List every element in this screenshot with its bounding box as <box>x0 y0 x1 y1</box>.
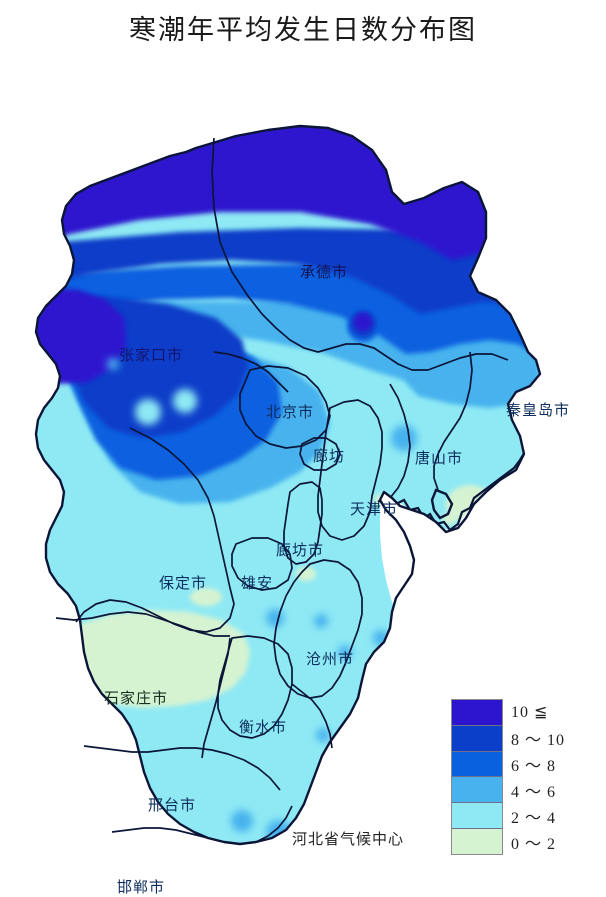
legend-swatch-6-8 <box>452 751 502 778</box>
map-label-handan: 邯郸市 <box>117 880 166 896</box>
legend-label-0-2: 0 ～ 2 <box>511 836 557 853</box>
legend-swatch-4-6 <box>452 777 502 804</box>
legend-label-10-plus: 10 ≦ <box>511 704 549 721</box>
choropleth-bands <box>36 126 540 844</box>
page-title: 寒潮年平均发生日数分布图 <box>129 15 477 45</box>
map-canvas: 承德市 张家口市 北京市 秦皇岛市 廊坊 唐山市 天津市 廊坊市 保定市 雄安 … <box>0 52 606 896</box>
legend-label-4-6: 4 ～ 6 <box>511 784 557 801</box>
prefecture-boundaries <box>55 137 509 845</box>
legend-label-list: 10 ≦ 8 ～ 10 6 ～ 8 4 ～ 6 2 ～ 4 0 ～ 2 <box>511 699 596 855</box>
legend-colorbar <box>451 699 503 855</box>
coastline <box>430 488 454 520</box>
legend-label-2-4: 2 ～ 4 <box>511 810 557 827</box>
attribution-text: 河北省气候中心 <box>292 832 405 848</box>
province-outline <box>34 124 542 846</box>
legend-swatch-0-2 <box>452 829 502 854</box>
legend-swatch-10-plus <box>452 700 502 726</box>
legend-label-8-10: 8 ～ 10 <box>511 732 566 749</box>
legend-swatch-8-10 <box>452 725 502 752</box>
hebei-choropleth-svg <box>34 124 542 846</box>
legend-swatch-2-4 <box>452 803 502 830</box>
legend-label-6-8: 6 ～ 8 <box>511 758 557 775</box>
legend: 10 ≦ 8 ～ 10 6 ～ 8 4 ～ 6 2 ～ 4 0 ～ 2 <box>451 699 596 855</box>
